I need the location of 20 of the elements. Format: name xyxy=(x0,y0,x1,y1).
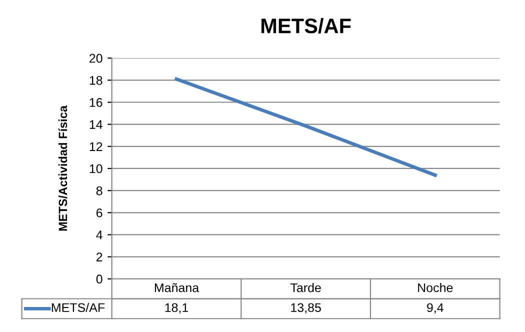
data-label: 13,85 xyxy=(291,303,321,314)
x-tick-label: Mañana xyxy=(154,283,200,292)
y-tick-label: 4 xyxy=(96,230,102,240)
y-tick-label: 16 xyxy=(90,98,102,107)
y-tick-label: 14 xyxy=(90,120,102,129)
x-tick-label: Noche xyxy=(418,282,453,292)
y-tick-label: 20 xyxy=(90,54,102,63)
y-tick-label: 10 xyxy=(90,164,102,174)
y-tick-label: 6 xyxy=(96,208,102,218)
data-label: 9,4 xyxy=(427,303,444,314)
y-tick-label: 2 xyxy=(96,252,102,262)
y-tick-label: 12 xyxy=(90,142,102,151)
x-tick-label: Tarde xyxy=(290,282,321,292)
chart-title: METS/AF xyxy=(261,18,351,34)
y-tick-label: 18 xyxy=(90,76,102,85)
legend-label: METS/AF xyxy=(52,302,105,312)
y-tick-label: 0 xyxy=(96,274,102,284)
y-axis-title: METS/Actividad Física xyxy=(58,105,68,231)
y-tick-label: 8 xyxy=(96,186,102,196)
data-label: 18,1 xyxy=(165,303,188,314)
